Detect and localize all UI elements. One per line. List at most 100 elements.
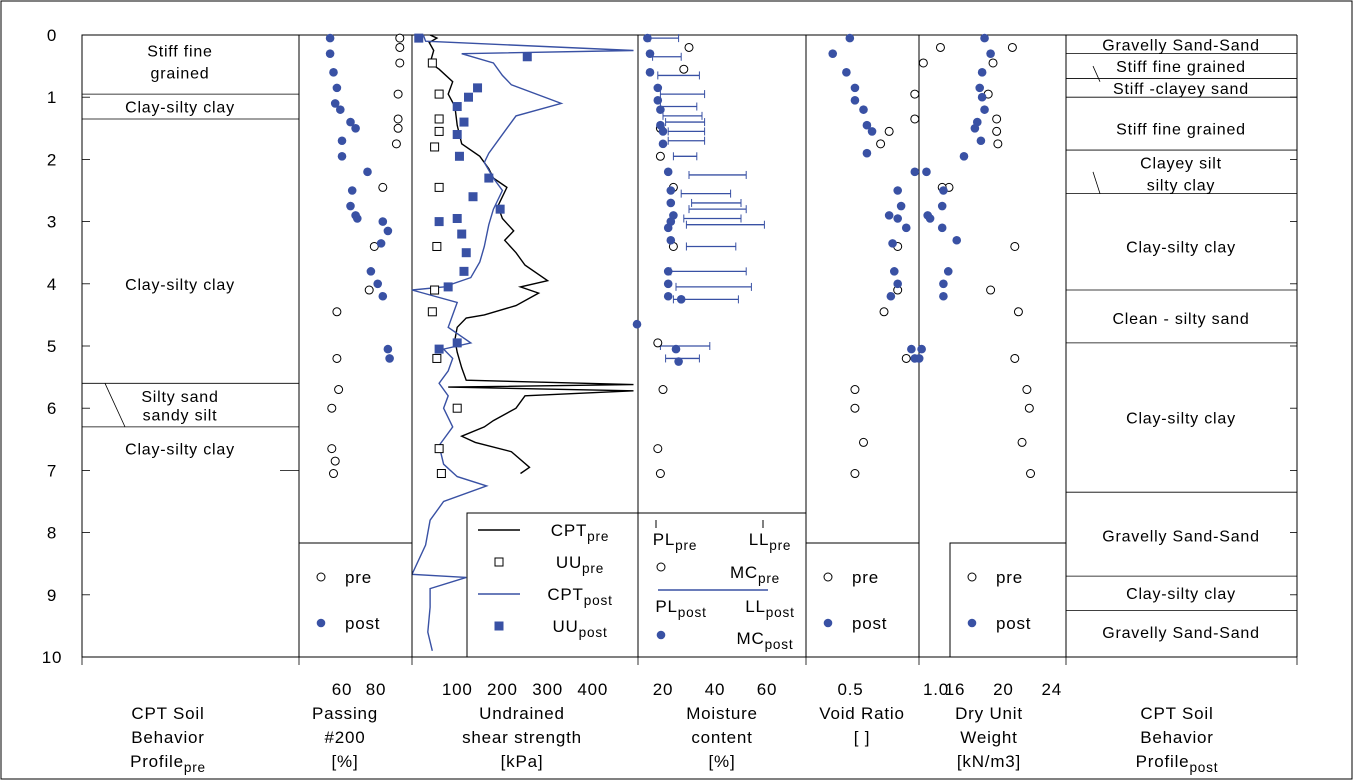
passing-point xyxy=(378,217,388,226)
soil-layer-label: Stiff fine grained xyxy=(1116,121,1246,138)
x-tick-label: 40 xyxy=(705,680,726,699)
passing-point xyxy=(391,139,401,149)
dry-weight-point xyxy=(917,344,926,354)
legend-marker xyxy=(494,557,504,567)
soil-layer-label: Silty sand xyxy=(141,389,218,406)
passing-point xyxy=(337,151,347,161)
legend-label: UUpost xyxy=(552,617,607,640)
legends: pre post pre post pre post CPTpre UUpre CPTpost U… xyxy=(298,512,1067,658)
uu-point xyxy=(522,52,532,62)
void-ratio-point xyxy=(907,344,916,354)
uu-point xyxy=(434,114,444,124)
dry-weight-point xyxy=(1010,241,1020,251)
void-ratio-point xyxy=(828,49,838,58)
panel-axis-label: Undrained xyxy=(479,704,565,723)
void-ratio-point xyxy=(884,126,894,136)
moisture-point xyxy=(645,49,655,58)
soil-layer-label: Stiff fine grained xyxy=(1116,59,1246,76)
soil-layer-label: Clayey silt xyxy=(1140,156,1222,173)
panel-axis-label: Weight xyxy=(960,728,1017,747)
dry-weight-point xyxy=(977,92,987,102)
void-ratio-point xyxy=(850,385,860,395)
passing-point xyxy=(353,214,362,223)
x-tick-label: 0.5 xyxy=(837,680,863,699)
x-tick-label: 80 xyxy=(366,680,387,699)
legend-label: PLpre xyxy=(653,530,697,553)
uu-point xyxy=(427,307,437,317)
moisture-point xyxy=(653,338,663,348)
panel-axis-label: [ ] xyxy=(854,728,871,747)
uu-point xyxy=(430,142,440,152)
dry-weight-point xyxy=(980,33,989,43)
legend-box xyxy=(805,542,920,658)
passing-point xyxy=(332,307,342,317)
void-ratio-point xyxy=(910,114,920,124)
depth-tick-label: 9 xyxy=(47,586,57,605)
dry-weight-point xyxy=(986,285,996,295)
cpt-profile-line xyxy=(428,34,634,475)
void-ratio-point xyxy=(888,239,897,248)
moisture-point xyxy=(656,105,665,114)
void-ratio-point xyxy=(901,353,911,363)
shear-strength-panel xyxy=(410,33,634,651)
passing-point xyxy=(385,354,394,363)
soil-layer-label: sandy silt xyxy=(143,407,218,424)
panel-axis-label: Profilepre xyxy=(130,752,206,775)
uu-point xyxy=(427,58,437,68)
x-tick-label: 300 xyxy=(532,680,563,699)
dry-unit-weight-panel xyxy=(914,33,1036,479)
legend-marker xyxy=(316,572,326,582)
dry-weight-point xyxy=(1024,403,1034,413)
void-ratio-point xyxy=(889,267,899,276)
void-ratio-point xyxy=(910,89,920,99)
passing-point xyxy=(376,239,386,248)
passing-point xyxy=(330,456,340,466)
uu-point xyxy=(432,353,442,363)
void-ratio-point xyxy=(893,279,902,289)
passing-point xyxy=(329,469,338,479)
moisture-point xyxy=(653,96,663,105)
soil-layer-label: Clay-silty clay xyxy=(125,442,235,459)
dry-weight-point xyxy=(975,83,985,93)
soil-layer-label: Gravelly Sand-Sand xyxy=(1102,625,1260,642)
passing-point xyxy=(337,136,347,146)
panel-axis-label: Behavior xyxy=(131,728,205,747)
dry-weight-point xyxy=(976,136,986,146)
void-ratio-point xyxy=(901,223,911,233)
uu-point xyxy=(495,204,505,214)
moisture-point xyxy=(643,33,652,43)
legend-label: CPTpost xyxy=(547,585,612,608)
dry-weight-point xyxy=(970,124,980,133)
uu-point xyxy=(434,217,444,227)
moisture-point xyxy=(676,295,686,304)
passing-point xyxy=(332,83,342,93)
legend-marker xyxy=(656,630,666,640)
x-tick-label: 24 xyxy=(1042,680,1063,699)
passing-point xyxy=(346,201,355,211)
passing-point xyxy=(336,105,345,114)
uu-point xyxy=(459,266,469,276)
panel-axis-label: [%] xyxy=(709,752,736,771)
passing-point xyxy=(347,186,357,195)
uu-point xyxy=(452,102,462,112)
legend-label: post xyxy=(996,614,1031,633)
passing-point xyxy=(393,114,403,124)
moisture-point xyxy=(663,291,673,301)
passing-point xyxy=(327,403,337,413)
panel-axis-label: shear strength xyxy=(462,728,582,747)
legend-label: post xyxy=(345,614,380,633)
passing-point xyxy=(346,117,355,127)
moisture-point xyxy=(663,279,673,289)
moisture-point xyxy=(684,42,694,52)
passing-point xyxy=(393,89,403,99)
passing-point xyxy=(383,226,393,236)
uu-point xyxy=(434,444,444,454)
passing-point xyxy=(395,58,405,68)
legend-label: MCpre xyxy=(730,563,780,586)
uu-point xyxy=(434,182,444,192)
passing-point xyxy=(383,344,393,354)
soil-layer-label: Clay-silty clay xyxy=(1126,239,1236,256)
passing-point xyxy=(325,33,335,43)
